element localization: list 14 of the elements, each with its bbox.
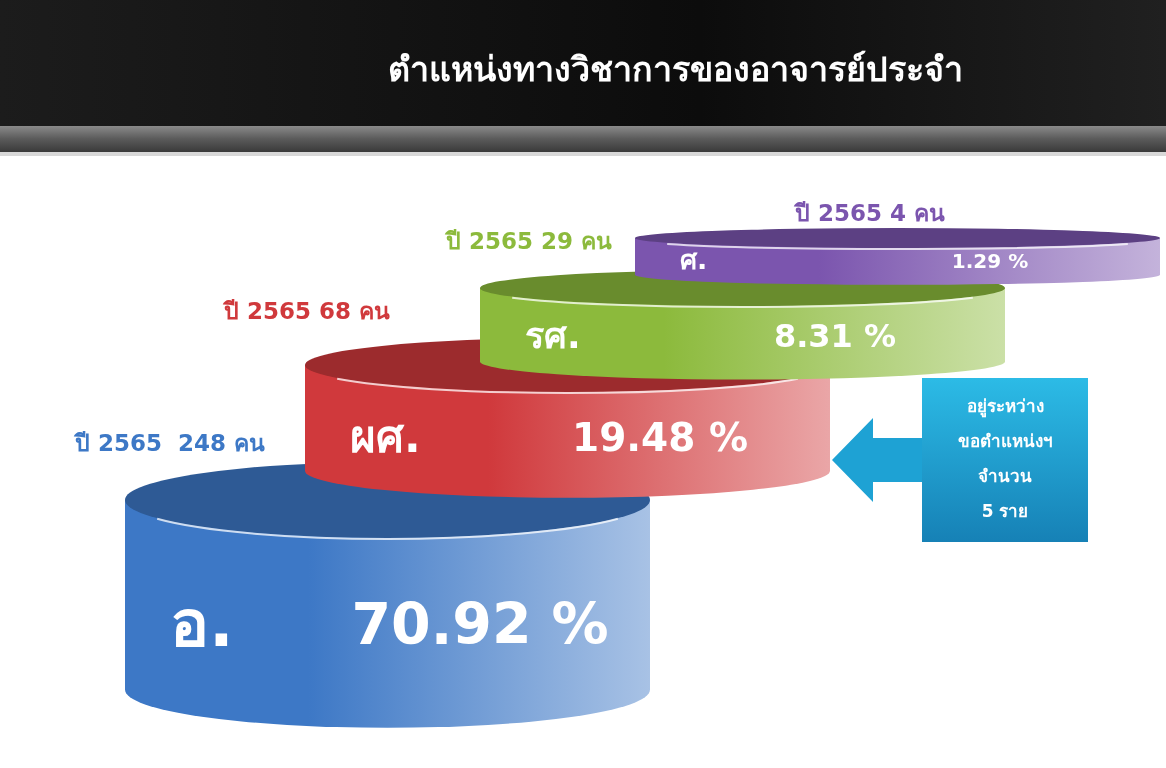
text: อยู่ระหว่าง ขอตำแหน่งฯ จำนวน 5 ราย: [957, 395, 1053, 521]
text: ตำแหน่งทางวิชาการของอาจารย์ประจำ: [387, 48, 963, 89]
data-label: 1.29 %: [951, 248, 1029, 273]
text: ปี 2565 68 คน: [223, 297, 390, 324]
category-label: อ.: [170, 585, 234, 661]
data-label: 70.92 %: [351, 590, 609, 657]
category-label: รศ.: [525, 315, 581, 357]
category-label: ศ.: [680, 244, 708, 276]
text: ปี 2565 29 คน: [445, 227, 612, 254]
text: ปี 2565 248 คน: [74, 429, 265, 456]
category-label: ผศ.: [350, 411, 421, 463]
data-label: 19.48 %: [571, 414, 749, 460]
text: ปี 2565 4 คน: [794, 199, 945, 226]
data-label: 8.31 %: [773, 317, 897, 356]
